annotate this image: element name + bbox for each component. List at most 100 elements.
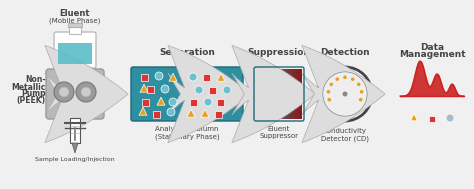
Bar xyxy=(203,74,210,81)
Bar xyxy=(268,69,270,119)
Text: Detector (CD): Detector (CD) xyxy=(321,135,369,142)
Bar xyxy=(154,111,161,118)
Bar xyxy=(297,69,299,119)
Bar xyxy=(283,69,284,119)
Polygon shape xyxy=(72,143,78,153)
Bar xyxy=(256,69,257,119)
Circle shape xyxy=(204,98,212,106)
Bar xyxy=(294,69,296,119)
Bar xyxy=(286,69,287,119)
Bar xyxy=(270,69,271,119)
FancyBboxPatch shape xyxy=(131,67,243,121)
Bar xyxy=(264,69,265,119)
Bar xyxy=(218,98,225,105)
FancyBboxPatch shape xyxy=(46,69,104,119)
Bar xyxy=(290,69,291,119)
Bar xyxy=(271,69,272,119)
Text: Management: Management xyxy=(399,50,465,59)
Bar xyxy=(259,69,260,119)
Text: Detection: Detection xyxy=(320,48,370,57)
Polygon shape xyxy=(157,97,165,105)
Circle shape xyxy=(336,77,339,81)
Circle shape xyxy=(169,98,177,106)
Bar xyxy=(191,98,198,105)
Circle shape xyxy=(59,87,69,97)
Bar xyxy=(142,74,148,81)
Bar xyxy=(258,69,260,119)
Bar xyxy=(281,69,282,119)
Circle shape xyxy=(327,90,330,94)
Bar xyxy=(257,69,259,119)
Bar xyxy=(296,69,297,119)
Bar xyxy=(283,69,285,119)
Text: (Stationary Phase): (Stationary Phase) xyxy=(155,133,219,139)
Bar xyxy=(300,69,301,119)
Bar xyxy=(291,69,292,119)
Polygon shape xyxy=(187,109,195,117)
Circle shape xyxy=(318,67,372,121)
Bar xyxy=(297,69,298,119)
Bar xyxy=(262,69,264,119)
Text: Eluent: Eluent xyxy=(60,9,90,18)
Bar xyxy=(266,69,267,119)
Bar xyxy=(281,69,283,119)
Text: Data: Data xyxy=(420,43,444,52)
Bar xyxy=(265,69,266,119)
Bar xyxy=(272,69,273,119)
Text: Suppression: Suppression xyxy=(247,48,310,57)
Polygon shape xyxy=(217,73,225,81)
Bar xyxy=(287,69,288,119)
Text: Eluent: Eluent xyxy=(268,126,290,132)
Circle shape xyxy=(329,83,333,86)
Polygon shape xyxy=(169,73,177,81)
Bar xyxy=(278,69,280,119)
Circle shape xyxy=(195,86,203,94)
Bar xyxy=(280,69,281,119)
Bar xyxy=(301,69,302,119)
Circle shape xyxy=(359,98,363,101)
Polygon shape xyxy=(140,84,148,92)
Bar xyxy=(277,69,278,119)
Bar xyxy=(260,69,261,119)
Bar xyxy=(299,69,300,119)
Bar xyxy=(70,118,80,143)
Bar xyxy=(289,69,290,119)
Bar xyxy=(143,98,149,105)
Circle shape xyxy=(446,114,454,122)
Bar xyxy=(210,87,217,94)
Bar xyxy=(264,69,266,119)
Bar xyxy=(288,69,290,119)
Bar xyxy=(287,69,289,119)
Bar xyxy=(216,111,222,118)
Circle shape xyxy=(189,73,197,81)
Circle shape xyxy=(81,87,91,97)
Bar xyxy=(285,69,286,119)
Bar xyxy=(273,69,275,119)
Bar xyxy=(267,69,269,119)
Circle shape xyxy=(161,85,169,93)
Bar xyxy=(301,69,302,119)
Polygon shape xyxy=(410,114,418,121)
Circle shape xyxy=(360,90,364,94)
Circle shape xyxy=(343,91,347,97)
Polygon shape xyxy=(139,107,147,115)
Text: (Mobile Phase): (Mobile Phase) xyxy=(49,18,100,24)
Bar xyxy=(261,69,262,119)
Bar xyxy=(147,85,155,92)
FancyBboxPatch shape xyxy=(54,32,96,68)
Circle shape xyxy=(167,108,175,116)
Bar xyxy=(292,69,293,119)
Text: Metallic: Metallic xyxy=(12,83,46,91)
Bar xyxy=(279,69,280,119)
Text: Suppressor: Suppressor xyxy=(259,133,299,139)
Text: Separation: Separation xyxy=(159,48,215,57)
Circle shape xyxy=(323,72,367,116)
Bar xyxy=(58,43,92,64)
Circle shape xyxy=(223,86,231,94)
Bar xyxy=(274,69,276,119)
Circle shape xyxy=(328,98,331,101)
Text: Pump: Pump xyxy=(21,90,46,98)
Bar xyxy=(263,69,264,119)
Circle shape xyxy=(343,75,347,79)
Bar xyxy=(295,69,296,119)
